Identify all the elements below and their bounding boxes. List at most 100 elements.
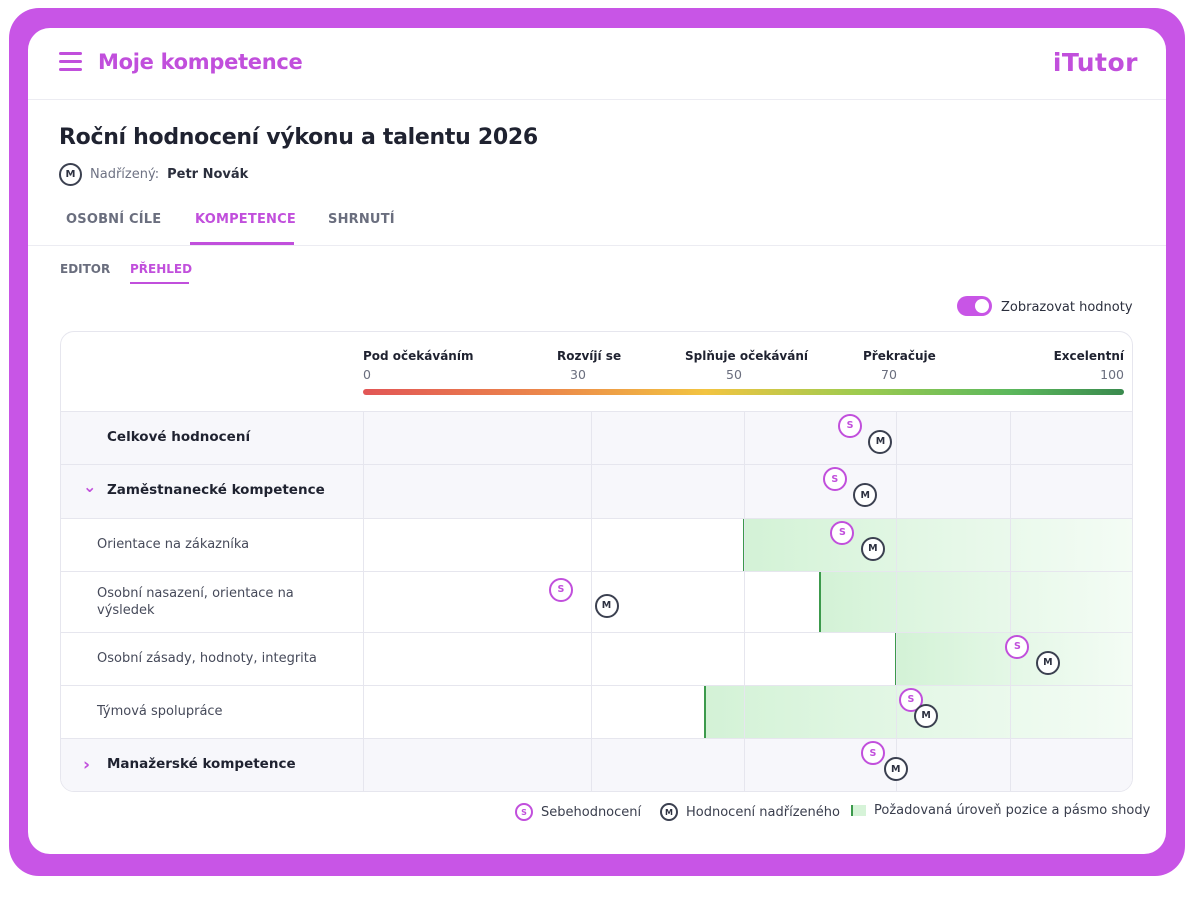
grid-line (1010, 685, 1011, 738)
grid-line (363, 464, 364, 518)
scale-value-30: 30 (570, 367, 586, 382)
required-level-band (819, 571, 1132, 632)
row-zamestnanecke-kompetence[interactable]: ⌄ Zaměstnanecké kompetence S M (61, 464, 1132, 518)
manager-assessment-marker[interactable]: M (883, 757, 908, 781)
required-level-marker (742, 518, 745, 571)
self-assessment-marker[interactable]: S (898, 687, 923, 712)
competence-overview-panel: Pod očekáváním 0 Rozvíjí se 30 Splňuje o… (60, 331, 1133, 792)
row-label: Manažerské kompetence (107, 756, 296, 772)
manager-assessment-marker[interactable]: M (594, 593, 619, 618)
toggle-knob (975, 299, 989, 313)
grid-line (363, 632, 364, 685)
brand-logo: iTutor (1052, 48, 1138, 77)
grid-line (591, 411, 592, 464)
grid-line (744, 464, 745, 518)
grid-line (1010, 464, 1011, 518)
show-values-label: Zobrazovat hodnoty (1001, 300, 1133, 315)
legend-manager: M Hodnocení nadřízeného (660, 803, 840, 821)
row-divider (61, 518, 1132, 519)
row-label: Celkové hodnocení (107, 428, 251, 445)
manager-assessment-marker[interactable]: M (914, 703, 939, 728)
grid-line (744, 411, 745, 464)
self-assessment-icon: S (515, 803, 533, 821)
grid-line (591, 571, 592, 632)
scale-gradient-bar (363, 389, 1124, 395)
subtab-editor[interactable]: EDITOR (60, 262, 111, 276)
legend-self-label: Sebehodnocení (541, 804, 642, 820)
scale-value-50: 50 (726, 367, 742, 382)
row-label: Zaměstnanecké kompetence (107, 482, 325, 498)
manager-info: M Nadřízený: Petr Novák (59, 162, 248, 186)
required-level-marker (894, 632, 897, 685)
grid-line (744, 571, 745, 632)
legend-band-label: Požadovaná úroveň pozice a pásmo shody (874, 803, 1151, 818)
manager-assessment-marker[interactable]: M (868, 429, 893, 454)
self-assessment-marker[interactable]: S (860, 741, 885, 765)
row-divider (61, 632, 1132, 633)
self-assessment-marker[interactable]: S (548, 577, 573, 602)
manager-name: Petr Novák (167, 166, 249, 182)
chevron-right-icon[interactable]: › (83, 755, 91, 775)
chevron-down-icon[interactable]: ⌄ (83, 477, 97, 496)
grid-line (363, 411, 364, 464)
manager-label: Nadřízený: (90, 166, 160, 182)
manager-assessment-icon: M (660, 803, 678, 821)
required-level-band (743, 518, 1132, 571)
grid-line (1010, 738, 1011, 791)
grid-line (1010, 411, 1011, 464)
scale-value-100: 100 (1100, 367, 1124, 382)
legend-manager-label: Hodnocení nadřízeného (686, 804, 840, 820)
grid-line (896, 518, 897, 571)
legend-band: Požadovaná úroveň pozice a pásmo shody (851, 803, 1150, 818)
manager-assessment-marker[interactable]: M (1035, 650, 1060, 675)
required-level-marker (704, 685, 707, 738)
row-divider (61, 738, 1132, 739)
grid-line (744, 518, 745, 571)
active-tab-indicator (190, 242, 294, 245)
row-divider (61, 571, 1132, 572)
grid-line (1010, 632, 1011, 685)
grid-line (896, 685, 897, 738)
tab-shrnuti[interactable]: SHRNUTÍ (328, 212, 395, 227)
hamburger-menu-icon[interactable] (59, 52, 82, 72)
grid-line (896, 632, 897, 685)
tab-osobni-cile[interactable]: OSOBNÍ CÍLE (66, 212, 162, 227)
page-title: Roční hodnocení výkonu a talentu 2026 (59, 125, 538, 150)
active-subtab-indicator (130, 282, 189, 284)
row-label: Osobní nasazení, orientace na výsledek (97, 585, 294, 618)
grid-line (363, 571, 364, 632)
app-card: Moje kompetence iTutor Roční hodnocení v… (28, 28, 1166, 854)
grid-line (1010, 571, 1011, 632)
self-assessment-marker[interactable]: S (822, 467, 847, 491)
grid-line (591, 685, 592, 738)
grid-line (591, 464, 592, 518)
grid-line (744, 738, 745, 791)
row-label: Týmová spolupráce (97, 704, 223, 719)
scale-value-0: 0 (363, 367, 371, 382)
row-orientace-na-zakaznika: Orientace na zákazníka S M (61, 518, 1132, 571)
scale-label-pod-ocekavanim: Pod očekáváním (363, 349, 474, 363)
row-label: Osobní zásady, hodnoty, integrita (97, 651, 317, 666)
manager-assessment-marker[interactable]: M (860, 536, 885, 561)
grid-line (744, 685, 745, 738)
self-assessment-marker[interactable]: S (830, 520, 855, 545)
self-assessment-marker[interactable]: S (1005, 634, 1030, 659)
subtab-prehled[interactable]: PŘEHLED (130, 262, 193, 276)
top-bar: Moje kompetence iTutor (28, 28, 1166, 100)
row-manazerske-kompetence[interactable]: › Manažerské kompetence S M (61, 738, 1132, 791)
grid-line (896, 464, 897, 518)
grid-line (591, 632, 592, 685)
show-values-toggle[interactable] (957, 296, 992, 316)
self-assessment-marker[interactable]: S (838, 413, 863, 438)
row-divider (61, 411, 1132, 412)
grid-line (363, 685, 364, 738)
grid-line (591, 738, 592, 791)
row-divider (61, 685, 1132, 686)
scale-label-excelentni: Excelentní (1053, 349, 1124, 363)
legend-self: S Sebehodnocení (515, 803, 641, 821)
manager-assessment-marker[interactable]: M (853, 483, 878, 507)
scale-label-splnuje: Splňuje očekávání (685, 349, 809, 363)
tab-kompetence[interactable]: KOMPETENCE (195, 212, 296, 227)
grid-line (744, 632, 745, 685)
grid-line (896, 411, 897, 464)
